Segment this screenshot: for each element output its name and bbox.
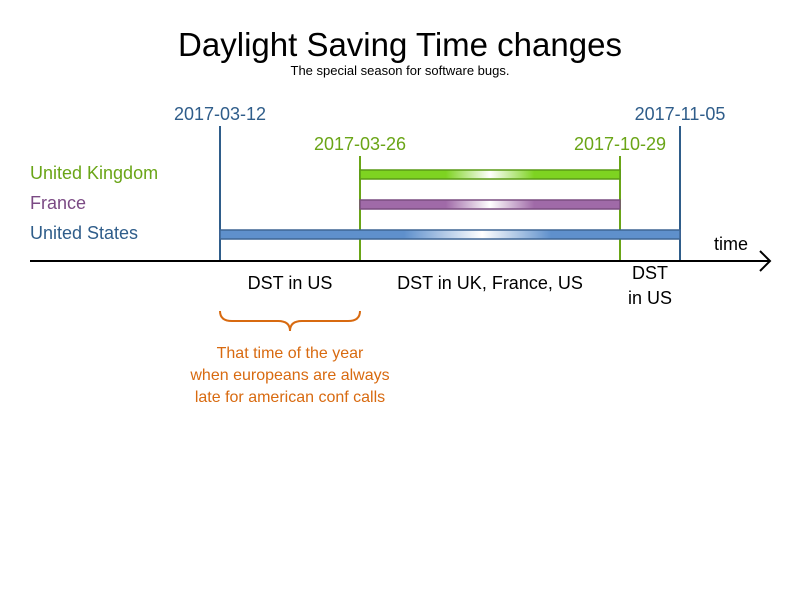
dst-bar-france (359, 199, 621, 210)
eu-end-date-label: 2017-10-29 (574, 134, 666, 154)
diagram-subtitle: The special season for software bugs. (291, 63, 510, 78)
period-label-us-only-autumn-line1: DST (632, 263, 668, 283)
diagram-title: Daylight Saving Time changes (178, 26, 622, 63)
period-label-us-only-autumn-line2: in US (628, 288, 672, 308)
curly-brace-icon (219, 310, 361, 332)
row-label-united-kingdom: United Kingdom (30, 163, 158, 183)
row-label-france: France (30, 193, 86, 213)
period-label-all-countries: DST in UK, France, US (397, 273, 583, 293)
period-label-us-only-spring: DST in US (248, 273, 333, 293)
dst-bar-united-states (219, 229, 681, 240)
annotation-line-1: That time of the year (217, 345, 364, 362)
us-end-date-label: 2017-11-05 (635, 104, 726, 124)
dst-bar-united-kingdom (359, 169, 621, 180)
eu-start-date-label: 2017-03-26 (314, 134, 406, 154)
us-start-date-label: 2017-03-12 (174, 104, 266, 124)
row-label-united-states: United States (30, 223, 138, 243)
time-axis-arrow-icon (759, 250, 772, 272)
annotation-line-3: late for american conf calls (195, 389, 385, 406)
time-axis-label: time (714, 234, 748, 254)
annotation-line-2: when europeans are always (189, 367, 389, 384)
